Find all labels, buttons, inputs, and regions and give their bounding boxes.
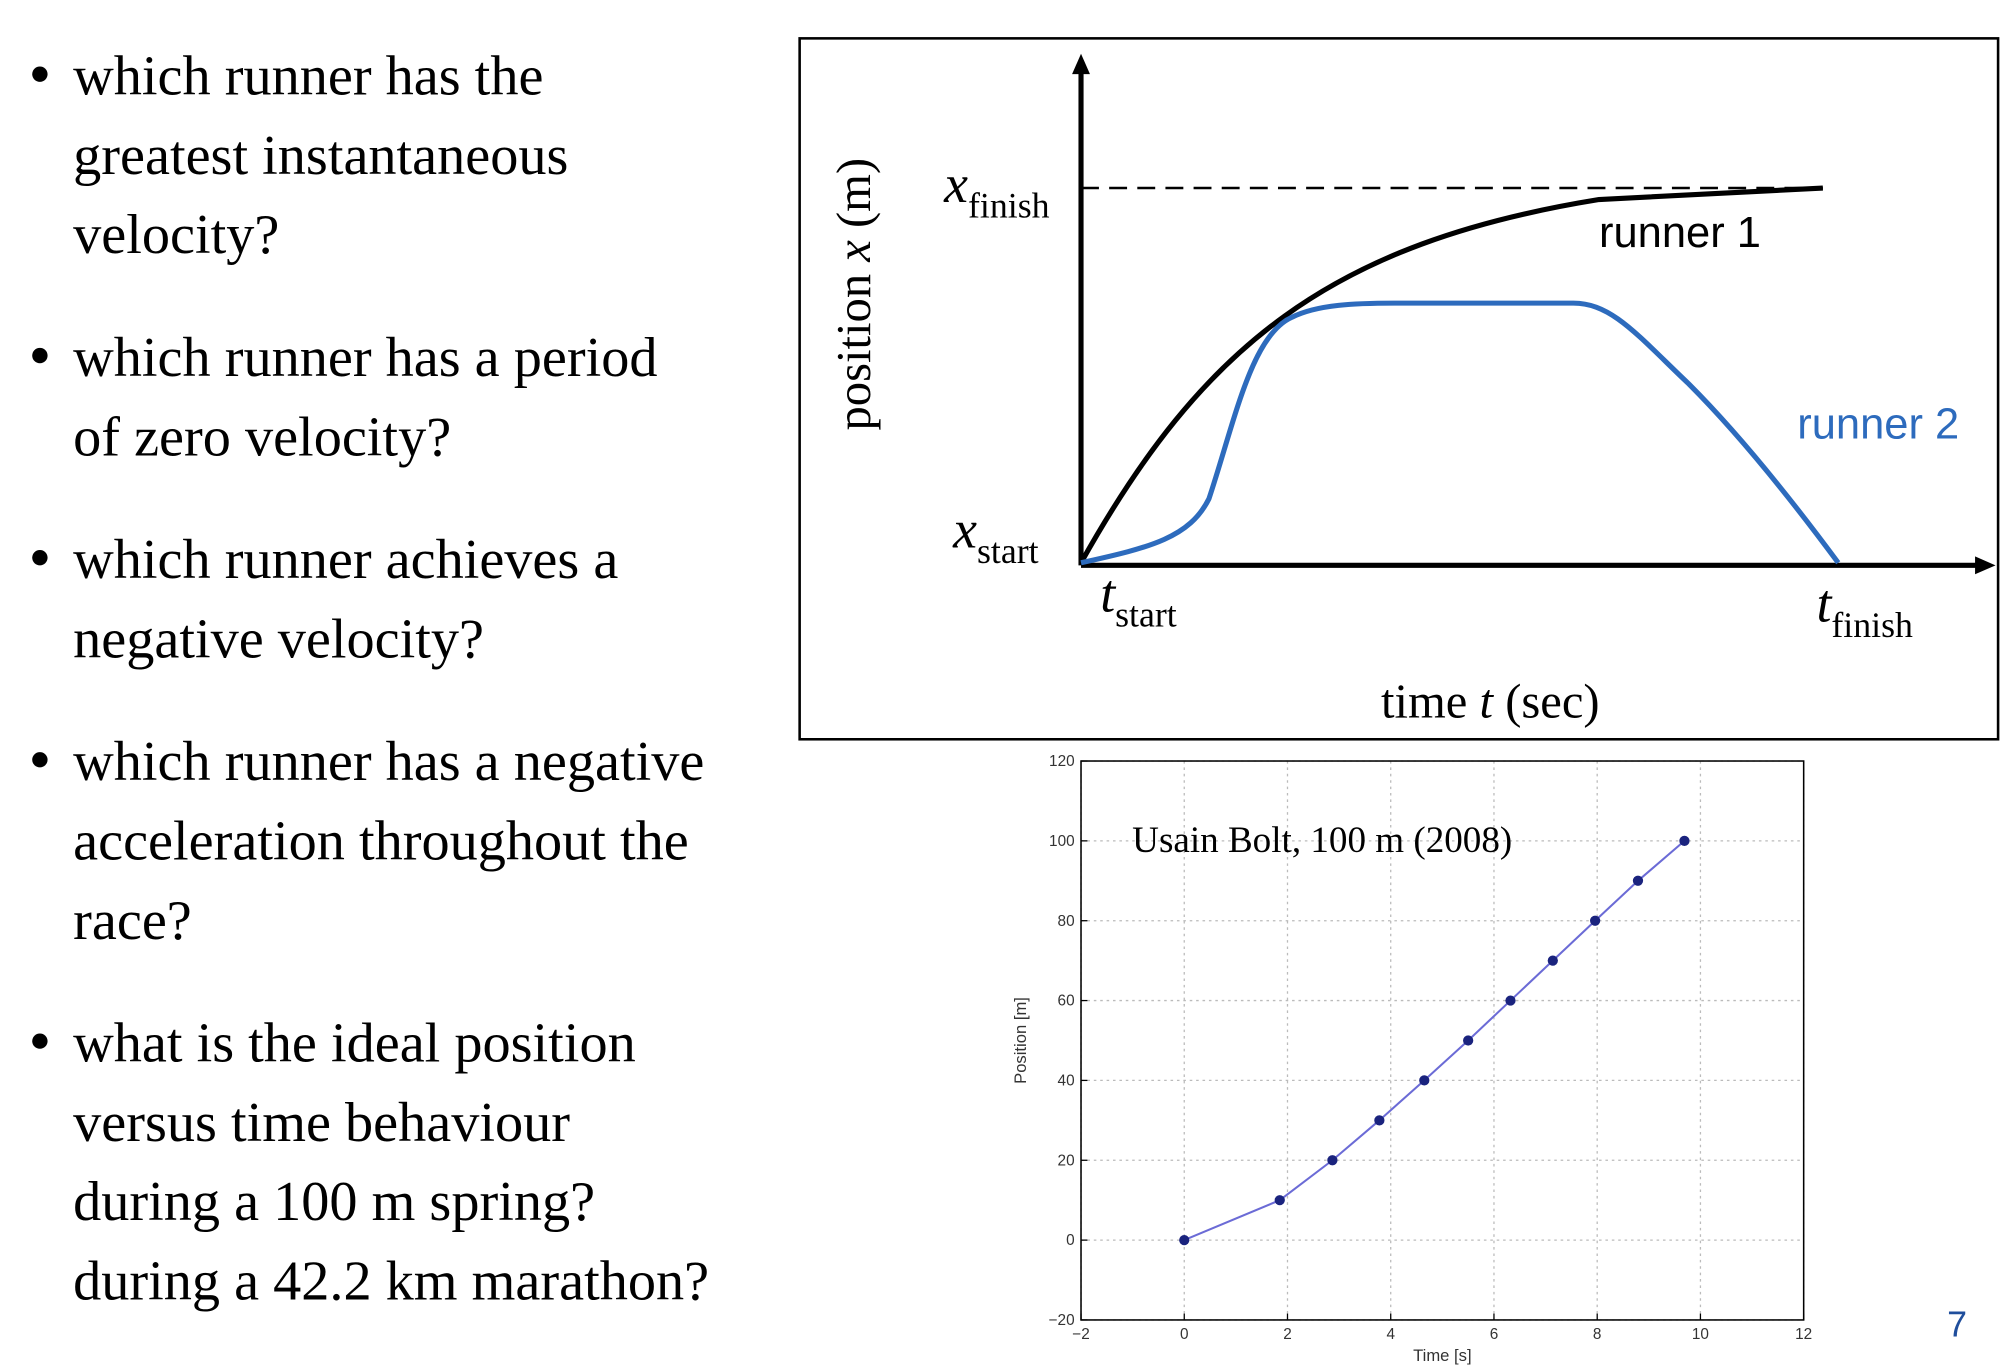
bullet-line: which runner has the bbox=[73, 46, 543, 108]
page-number: 7 bbox=[1947, 1305, 1967, 1345]
t-start-label: tstart bbox=[1100, 563, 1177, 634]
chart-annotation: Usain Bolt, 100 m (2008) bbox=[1132, 820, 1512, 861]
bullet-line: acceleration throughout the bbox=[73, 811, 689, 873]
bullet-line: during a 100 m spring? bbox=[73, 1171, 595, 1233]
bullet-dot bbox=[32, 347, 48, 364]
x-axis-label: Time [s] bbox=[1413, 1346, 1471, 1365]
text: time bbox=[1381, 675, 1480, 729]
bullet-line: velocity? bbox=[73, 204, 279, 266]
runner-2-curve bbox=[1080, 300, 1841, 566]
subscript: start bbox=[1115, 595, 1177, 635]
runner-2-label: runner 2 bbox=[1797, 401, 1959, 449]
symbol: t bbox=[1100, 563, 1116, 623]
bullet-dot bbox=[32, 752, 48, 768]
bullet-dot bbox=[32, 66, 48, 82]
data-point bbox=[1679, 835, 1690, 846]
bullet-line: race? bbox=[73, 890, 192, 952]
bullet-line: during a 42.2 km marathon? bbox=[73, 1250, 709, 1312]
data-point bbox=[1419, 1075, 1430, 1086]
y-tick-label: −20 bbox=[1049, 1312, 1075, 1329]
position-time-diagram: runner 1 runner 2 xfinish xstart tstart … bbox=[798, 37, 2000, 741]
data-point bbox=[1547, 955, 1558, 966]
x-axis-label: time t (sec) bbox=[1381, 675, 1600, 729]
symbol: t bbox=[1816, 574, 1832, 634]
data-point bbox=[1632, 875, 1644, 886]
x-tick-label: −2 bbox=[1072, 1326, 1089, 1343]
x-tick-label: 4 bbox=[1386, 1326, 1395, 1343]
data-point bbox=[1327, 1155, 1338, 1166]
x-start-label: xstart bbox=[952, 499, 1039, 570]
bullet-line: which runner achieves a bbox=[73, 529, 618, 591]
x-tick-label: 0 bbox=[1180, 1326, 1189, 1343]
x-arrow bbox=[1975, 556, 1996, 575]
bullet-line: what is the ideal position bbox=[73, 1013, 636, 1075]
x-tick-label: 12 bbox=[1795, 1326, 1812, 1343]
text: position bbox=[827, 262, 881, 431]
runner-1-label: runner 1 bbox=[1599, 209, 1761, 257]
y-tick-label: 40 bbox=[1058, 1073, 1075, 1090]
data-point bbox=[1274, 1195, 1285, 1206]
y-tick-label: 80 bbox=[1058, 913, 1075, 930]
data-point bbox=[1179, 1234, 1190, 1246]
runner-1-curve bbox=[1078, 185, 1823, 565]
subscript: finish bbox=[968, 185, 1050, 225]
bullet-line: greatest instantaneous bbox=[73, 125, 568, 187]
diagram-frame bbox=[798, 37, 2000, 741]
bullet-line: of zero velocity? bbox=[73, 406, 451, 468]
x-finish-label: xfinish bbox=[943, 154, 1049, 225]
y-axis-label: position x (m) bbox=[827, 158, 881, 431]
subscript: start bbox=[977, 531, 1039, 571]
text: (sec) bbox=[1493, 675, 1600, 729]
x-tick-label: 10 bbox=[1692, 1326, 1709, 1343]
bullet-line: negative velocity? bbox=[73, 608, 484, 670]
bullet-line: versus time behaviour bbox=[73, 1092, 570, 1154]
text: (m) bbox=[827, 158, 881, 240]
y-tick-label: 120 bbox=[1049, 753, 1075, 770]
bullet-dot bbox=[32, 1033, 48, 1049]
y-tick-label: 100 bbox=[1049, 833, 1075, 850]
data-point bbox=[1505, 995, 1516, 1006]
bullet-list: which runner has the greatest instantaneo… bbox=[32, 46, 709, 1312]
plot-area bbox=[1081, 761, 1804, 1320]
y-axis-label: Position [m] bbox=[1011, 997, 1030, 1084]
x-tick-label: 8 bbox=[1593, 1326, 1602, 1343]
bullet-line: which runner has a negative bbox=[73, 731, 704, 793]
y-tick-label: 20 bbox=[1058, 1152, 1075, 1169]
symbol: t bbox=[1480, 675, 1495, 729]
x-tick-label: 2 bbox=[1283, 1326, 1292, 1343]
symbol: x bbox=[827, 240, 881, 263]
subscript: finish bbox=[1831, 605, 1913, 645]
data-point bbox=[1590, 915, 1601, 926]
bullet-line: which runner has a period bbox=[73, 327, 657, 389]
plot-frame bbox=[1080, 760, 1805, 1321]
t-finish-label: tfinish bbox=[1816, 574, 1913, 645]
bullet-dot bbox=[32, 549, 48, 566]
symbol: x bbox=[952, 499, 977, 559]
x-tick-label: 6 bbox=[1490, 1326, 1499, 1343]
y-tick-label: 60 bbox=[1058, 993, 1075, 1010]
y-arrow bbox=[1072, 53, 1090, 75]
symbol: x bbox=[943, 154, 968, 214]
data-point bbox=[1463, 1035, 1474, 1046]
data-point bbox=[1374, 1115, 1385, 1126]
y-tick-label: 0 bbox=[1066, 1232, 1075, 1249]
